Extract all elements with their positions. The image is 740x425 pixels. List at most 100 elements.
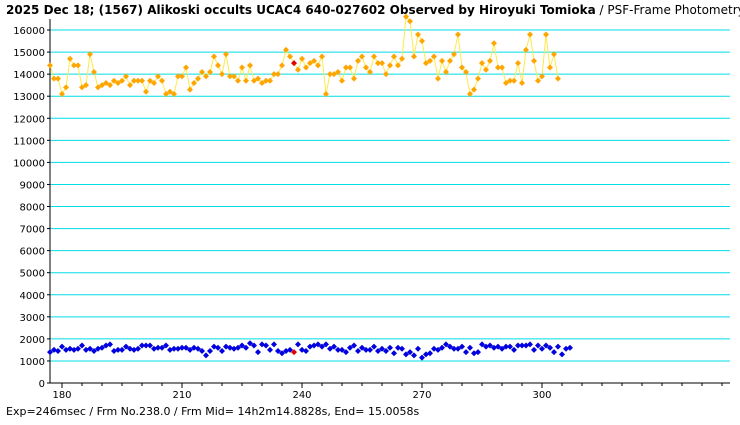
lower-series-point [291, 349, 297, 356]
upper-series-point [127, 82, 133, 89]
lower-series-point [287, 346, 293, 353]
lower-series-point [555, 343, 561, 350]
upper-series-point [175, 73, 181, 80]
upper-series-point [427, 57, 433, 64]
upper-series-point [159, 77, 165, 84]
lower-series-point [159, 344, 165, 351]
upper-series-point [59, 91, 65, 98]
lower-series-point [99, 344, 105, 351]
y-tick-label: 3000 [20, 313, 45, 324]
upper-series-point [375, 60, 381, 67]
lower-series-point [475, 349, 481, 356]
lower-series-point [363, 346, 369, 353]
upper-series-point [347, 64, 353, 71]
lower-series-point [323, 341, 329, 348]
lower-series-point [295, 341, 301, 348]
upper-series-point [155, 73, 161, 80]
y-tick-label: 16000 [13, 26, 45, 37]
upper-series-point [295, 66, 301, 73]
lower-series-point [455, 345, 461, 352]
lower-series-point [419, 354, 425, 361]
upper-series-point [479, 60, 485, 67]
upper-series-point [391, 53, 397, 60]
lower-series-point [251, 342, 257, 349]
lower-series-point [439, 344, 445, 351]
lower-series-point [387, 344, 393, 351]
upper-series-line [49, 15, 559, 96]
lower-series-point [143, 342, 149, 349]
upper-series-point [395, 62, 401, 69]
lower-series-point [411, 352, 417, 359]
upper-series-point [407, 18, 413, 25]
lower-series-point [399, 345, 405, 352]
lower-series-point [91, 348, 97, 355]
x-tick-label: 210 [172, 390, 191, 401]
upper-series-point [207, 68, 213, 75]
upper-series-point [359, 53, 365, 60]
lower-series-point [279, 350, 285, 357]
upper-series-point [291, 60, 297, 67]
lower-series-point [371, 343, 377, 350]
upper-series-point [223, 51, 229, 58]
upper-series-point [351, 75, 357, 82]
lower-series-point [275, 348, 281, 355]
upper-series-point [91, 68, 97, 75]
upper-series-point [203, 73, 209, 80]
lower-series-point [547, 344, 553, 351]
upper-series-point [527, 31, 533, 38]
lower-series-point [451, 345, 457, 352]
lower-series-point [467, 344, 473, 351]
axes [47, 19, 730, 388]
lower-series-point [343, 349, 349, 356]
upper-series-point [267, 77, 273, 84]
upper-series-point [275, 71, 281, 78]
lower-series-point [551, 349, 557, 356]
upper-series-point [111, 77, 117, 84]
upper-series-point [519, 79, 525, 86]
upper-series-point [303, 64, 309, 71]
lower-series-point [123, 343, 129, 350]
lower-series-point [119, 346, 125, 353]
y-tick-label: 9000 [20, 180, 45, 191]
upper-series-point [47, 62, 53, 69]
lower-series-point [499, 345, 505, 352]
upper-series-point [71, 62, 77, 69]
lower-series-point [459, 343, 465, 350]
exposure-info: Exp=246msec / Frm No.238.0 / Frm Mid= 14… [6, 405, 420, 418]
upper-series-point [511, 77, 517, 84]
upper-series-point [171, 91, 177, 98]
upper-series-point [335, 68, 341, 75]
chart-title-main: 2025 Dec 18; (1567) Alikoski occults UCA… [6, 3, 596, 17]
upper-series-point [211, 53, 217, 60]
upper-series-point [87, 51, 93, 58]
lower-series-point [331, 343, 337, 350]
upper-series-point [179, 73, 185, 80]
lower-series-point [315, 341, 321, 348]
upper-series-point [543, 31, 549, 38]
upper-series-point [459, 64, 465, 71]
upper-series-point [195, 75, 201, 82]
lower-series-point [147, 342, 153, 349]
y-tick-label: 2000 [20, 335, 45, 346]
upper-series-point [435, 75, 441, 82]
upper-series-point [423, 60, 429, 67]
lower-series-point [375, 348, 381, 355]
chart-title: 2025 Dec 18; (1567) Alikoski occults UCA… [6, 3, 740, 17]
upper-series-point [287, 53, 293, 60]
y-tick-label: 4000 [20, 291, 45, 302]
y-tick-label: 8000 [20, 203, 45, 214]
lower-series-point [243, 344, 249, 351]
y-tick-label: 0 [39, 379, 45, 390]
upper-series-point [371, 53, 377, 60]
lower-series-point [503, 343, 509, 350]
lower-series-point [47, 349, 53, 356]
lower-series-point [443, 341, 449, 348]
upper-series-point [415, 31, 421, 38]
upper-series-point [163, 91, 169, 98]
lower-series-point [527, 341, 533, 348]
lower-series-point [247, 340, 253, 347]
upper-series-point [215, 62, 221, 69]
y-tick-label: 14000 [13, 70, 45, 81]
upper-series-point [443, 68, 449, 75]
